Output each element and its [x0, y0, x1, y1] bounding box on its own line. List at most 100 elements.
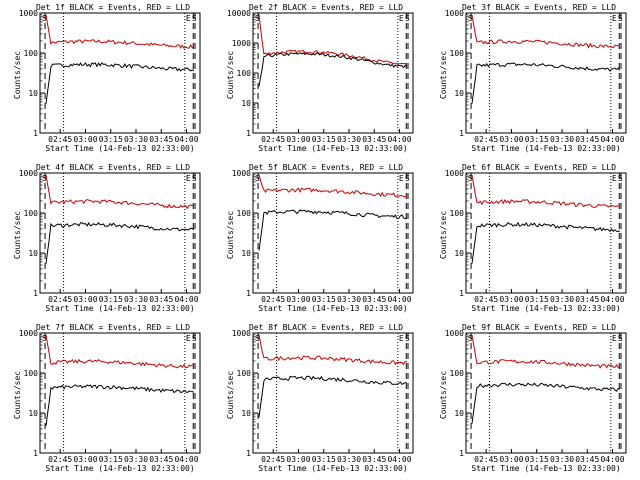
x-tick-label: 04:00: [174, 135, 198, 144]
lld-series-line: [258, 14, 407, 65]
y-tick-label: 100: [24, 49, 39, 58]
y-tick-label: 100: [237, 209, 252, 218]
start-marker-label: S: [405, 334, 410, 343]
y-tick-label: 100: [24, 369, 39, 378]
y-tick-label: 1000: [232, 169, 251, 178]
y-tick-label: 100: [237, 69, 252, 78]
panel-title: Det 7f BLACK = Events, RED = LLD: [36, 323, 190, 332]
start-marker-label: S: [255, 174, 260, 183]
x-tick-label: 04:00: [174, 455, 198, 464]
y-tick-label: 1000: [19, 169, 38, 178]
y-tick-label: 1: [33, 449, 38, 458]
y-tick-label: 10: [241, 249, 251, 258]
end-marker-label: E: [612, 174, 617, 183]
y-tick-label: 1: [33, 289, 38, 298]
y-tick-label: 1: [459, 449, 464, 458]
panel-title: Det 4f BLACK = Events, RED = LLD: [36, 163, 190, 172]
x-tick-label: 03:00: [73, 135, 97, 144]
y-tick-label: 100: [24, 209, 39, 218]
x-tick-label: 03:00: [286, 295, 310, 304]
y-tick-label: 1000: [19, 329, 38, 338]
y-tick-label: 10: [28, 409, 38, 418]
events-series-line: [45, 222, 195, 264]
y-axis-label: Counts/sec: [13, 371, 22, 419]
y-tick-label: 1000: [445, 329, 464, 338]
y-tick-label: 1000: [232, 329, 251, 338]
y-axis-label: Counts/sec: [439, 51, 448, 99]
y-axis-label: Counts/sec: [439, 371, 448, 419]
x-tick-label: 03:30: [337, 135, 361, 144]
y-axis-label: Counts/sec: [439, 211, 448, 259]
x-tick-label: 03:45: [362, 135, 386, 144]
y-tick-label: 10: [454, 89, 464, 98]
end-marker-label: E: [186, 14, 191, 23]
lld-series-line: [258, 174, 407, 198]
x-tick-label: 04:00: [174, 295, 198, 304]
lld-series-line: [471, 14, 621, 49]
x-tick-label: 02:45: [261, 295, 285, 304]
x-axis-label: Start Time (14-Feb-13 02:33:00): [258, 304, 407, 313]
x-tick-label: 03:45: [362, 295, 386, 304]
y-tick-label: 1: [33, 129, 38, 138]
end-marker-label: E: [186, 174, 191, 183]
plot-frame: [252, 172, 414, 294]
events-series-line: [258, 52, 408, 87]
plot-frame: [39, 172, 201, 294]
lld-series-line: [258, 334, 407, 366]
x-tick-label: 02:45: [48, 295, 72, 304]
x-tick-label: 03:15: [99, 135, 123, 144]
x-tick-label: 04:00: [387, 295, 411, 304]
x-tick-label: 03:00: [499, 295, 523, 304]
panel-title: Det 2f BLACK = Events, RED = LLD: [249, 3, 403, 12]
x-tick-label: 04:00: [387, 455, 411, 464]
y-axis-label: Counts/sec: [13, 211, 22, 259]
x-tick-label: 03:15: [99, 295, 123, 304]
plot-frame: [39, 12, 201, 134]
end-marker-label: E: [612, 14, 617, 23]
start-marker-label: S: [192, 174, 197, 183]
x-tick-label: 04:00: [600, 455, 624, 464]
x-tick-label: 03:45: [575, 295, 599, 304]
x-tick-label: 03:15: [99, 455, 123, 464]
lld-series-line: [45, 334, 194, 369]
lld-series-line: [45, 14, 195, 49]
x-axis-label: Start Time (14-Feb-13 02:33:00): [45, 464, 194, 473]
y-tick-label: 10: [28, 89, 38, 98]
y-tick-label: 10000: [227, 9, 251, 18]
events-series-line: [258, 375, 407, 418]
start-marker-label: S: [192, 14, 197, 23]
y-tick-label: 1: [459, 129, 464, 138]
end-marker-label: E: [399, 174, 404, 183]
panel-title: Det 3f BLACK = Events, RED = LLD: [462, 3, 616, 12]
x-tick-label: 03:00: [499, 135, 523, 144]
events-series-line: [471, 221, 620, 264]
x-tick-label: 03:30: [124, 135, 148, 144]
x-tick-label: 03:45: [149, 135, 173, 144]
events-series-line: [45, 384, 195, 426]
x-axis-label: Start Time (14-Feb-13 02:33:00): [258, 144, 407, 153]
x-tick-label: 03:15: [525, 455, 549, 464]
x-tick-label: 03:30: [550, 135, 574, 144]
x-tick-label: 04:00: [600, 135, 624, 144]
x-tick-label: 03:00: [286, 455, 310, 464]
x-tick-label: 02:45: [474, 455, 498, 464]
x-axis-label: Start Time (14-Feb-13 02:33:00): [45, 144, 194, 153]
x-axis-label: Start Time (14-Feb-13 02:33:00): [258, 464, 407, 473]
x-tick-label: 02:45: [474, 135, 498, 144]
end-marker-label: E: [399, 14, 404, 23]
events-series-line: [45, 62, 195, 104]
x-tick-label: 03:45: [575, 135, 599, 144]
x-tick-label: 02:45: [48, 455, 72, 464]
y-tick-label: 100: [237, 369, 252, 378]
y-tick-label: 100: [450, 49, 465, 58]
y-tick-label: 100: [450, 209, 465, 218]
start-marker-label: S: [405, 14, 410, 23]
x-tick-label: 03:00: [73, 295, 97, 304]
x-tick-label: 03:15: [525, 295, 549, 304]
x-axis-label: Start Time (14-Feb-13 02:33:00): [471, 464, 620, 473]
x-tick-label: 03:45: [362, 455, 386, 464]
x-tick-label: 03:00: [499, 455, 523, 464]
x-tick-label: 03:15: [312, 295, 336, 304]
x-tick-label: 03:00: [286, 135, 310, 144]
start-marker-label: S: [42, 334, 47, 343]
